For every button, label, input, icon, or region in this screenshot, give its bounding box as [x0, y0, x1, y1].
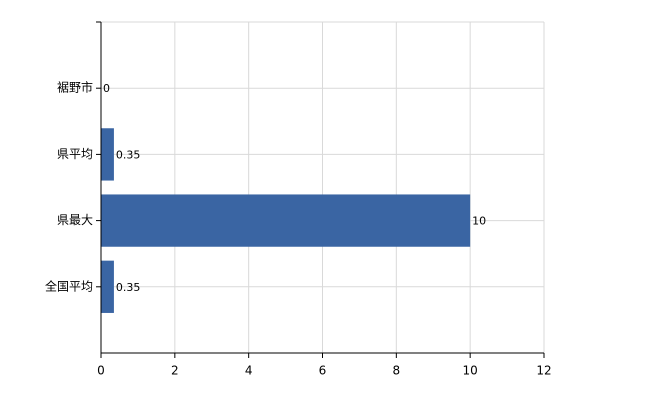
value-label: 0.35	[116, 281, 141, 294]
x-tick-label: 4	[245, 364, 253, 378]
y-tick-label: 県最大	[57, 213, 93, 227]
x-tick-label: 2	[171, 364, 179, 378]
y-tick-label: 裾野市	[57, 80, 93, 95]
y-tick-label: 全国平均	[45, 278, 93, 293]
x-tick-label: 12	[536, 364, 551, 378]
value-label: 10	[472, 215, 486, 228]
bar	[101, 128, 114, 181]
x-tick-label: 6	[319, 364, 327, 378]
x-tick-label: 10	[463, 364, 478, 378]
bar	[101, 260, 114, 313]
x-tick-label: 0	[97, 364, 105, 378]
value-label: 0.35	[116, 148, 141, 161]
x-tick-label: 8	[393, 364, 401, 378]
value-label: 0	[103, 82, 110, 95]
bar	[101, 194, 471, 247]
y-tick-label: 県平均	[57, 147, 93, 161]
